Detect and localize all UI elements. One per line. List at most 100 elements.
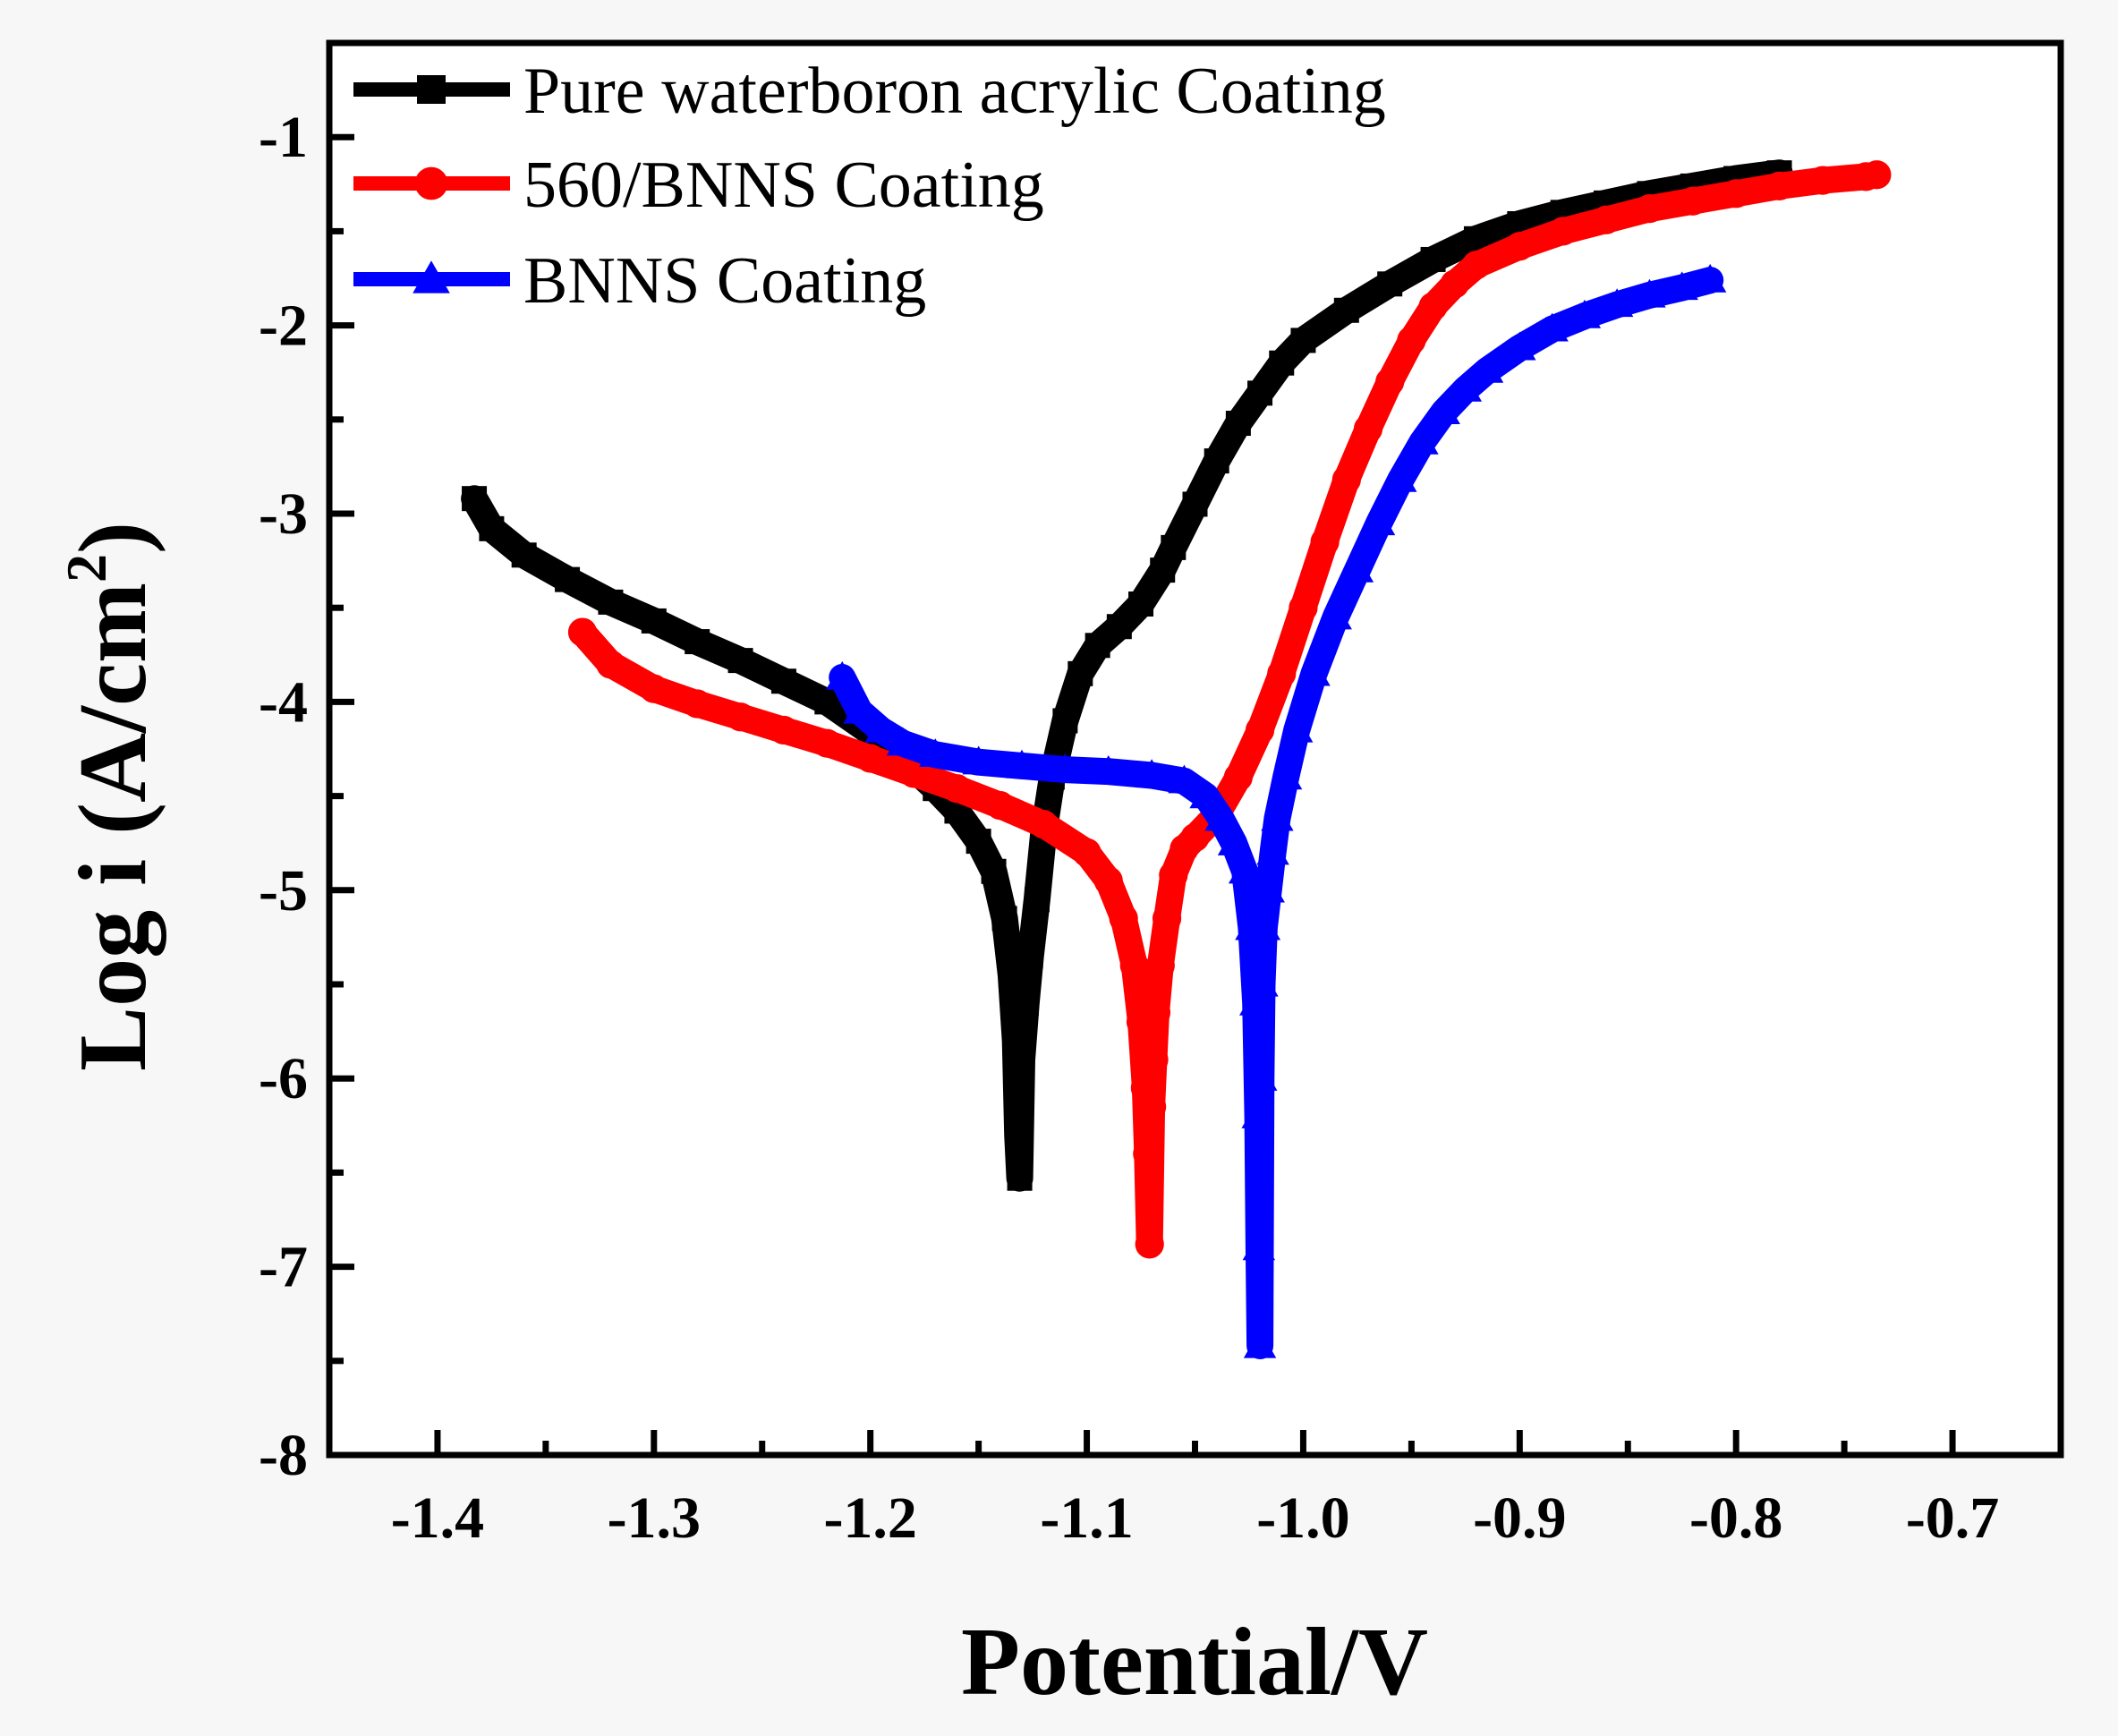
series-point — [1180, 822, 1210, 852]
series-3 — [826, 263, 1727, 1359]
y-tick-label: -2 — [259, 294, 308, 359]
series-point — [1665, 271, 1698, 301]
series-point — [1261, 802, 1294, 831]
legend-item-2: 560/BNNS Coating — [353, 149, 1044, 222]
x-tick-label: -1.4 — [391, 1485, 484, 1551]
series-point — [1503, 331, 1536, 361]
series-point — [919, 738, 952, 767]
series-point — [942, 774, 972, 804]
series-point — [1106, 614, 1132, 640]
series-point — [1159, 860, 1188, 890]
series-point — [1333, 297, 1359, 323]
series-point — [1072, 838, 1102, 867]
series-point — [1239, 986, 1272, 1016]
series-point — [1017, 943, 1043, 969]
series-point — [843, 694, 876, 724]
series-point — [1245, 715, 1275, 745]
series-point — [1225, 411, 1251, 437]
series-point — [1340, 553, 1374, 583]
x-tick-label: -0.7 — [1906, 1485, 1999, 1551]
y-axis-title-close: ) — [60, 522, 166, 554]
legend-marker — [417, 75, 446, 104]
y-axis-ticks: -8 -7 -6 -5 -4 -3 -2 -1 — [259, 105, 354, 1488]
series-point — [1290, 328, 1316, 353]
x-tick-label: -1.1 — [1040, 1485, 1133, 1551]
x-tick-label: -1.2 — [823, 1485, 916, 1551]
series-point — [511, 542, 537, 568]
series-point — [1092, 755, 1125, 784]
series-point — [1128, 591, 1154, 617]
series-point — [770, 668, 796, 694]
series-point — [1722, 179, 1751, 208]
series-point — [1377, 271, 1403, 297]
series-point — [1135, 1230, 1164, 1259]
series-point — [1085, 633, 1110, 659]
series-point — [1141, 998, 1171, 1027]
series-point — [826, 660, 859, 690]
series-point — [1280, 713, 1314, 743]
y-tick-label: -7 — [259, 1235, 308, 1300]
series-point — [1247, 911, 1281, 940]
series-point — [1204, 802, 1238, 831]
y-tick-label: -8 — [259, 1423, 308, 1488]
series-point — [812, 728, 842, 758]
series-point — [1384, 463, 1417, 492]
series-2 — [567, 160, 1892, 1259]
series-point — [726, 702, 755, 732]
series-point — [596, 650, 625, 679]
series-point — [598, 589, 624, 615]
series-point — [1252, 873, 1285, 903]
x-tick-label: -1.0 — [1256, 1485, 1349, 1551]
series-point — [1289, 593, 1318, 623]
series-point — [1242, 1231, 1276, 1261]
series-point — [1005, 1122, 1031, 1148]
series-point — [1548, 217, 1578, 246]
legend-label: 560/BNNS Coating — [523, 149, 1044, 222]
series-point — [479, 515, 505, 541]
series-layer — [461, 159, 1892, 1359]
series-point — [1005, 749, 1039, 779]
x-axis-ticks: -1.4 -1.3 -1.2 -1.1 -1.0 -0.9 -0.8 -0.7 — [326, 1430, 1999, 1551]
series-point — [1152, 904, 1182, 933]
series-point — [567, 617, 598, 647]
series-point — [1145, 950, 1175, 981]
series-point — [1217, 827, 1251, 855]
series-point — [1568, 299, 1602, 328]
x-tick-label: -0.8 — [1689, 1485, 1782, 1551]
series-point — [1204, 448, 1229, 474]
series-point — [1246, 967, 1279, 997]
series-point — [769, 715, 799, 745]
series-point — [1245, 1062, 1278, 1091]
series-point — [1009, 1047, 1034, 1073]
plot-area — [329, 43, 2061, 1455]
series-point — [1013, 991, 1039, 1017]
x-tick-label: -0.9 — [1473, 1485, 1566, 1551]
legend-marker — [413, 260, 450, 294]
series-point — [1449, 372, 1483, 402]
series-point — [1150, 557, 1176, 583]
series-point — [1461, 251, 1492, 280]
series-point — [727, 648, 753, 674]
series-point — [1397, 326, 1426, 355]
series-point — [1505, 232, 1535, 261]
series-point — [965, 829, 991, 855]
series-point — [1427, 396, 1460, 425]
series-point — [1765, 171, 1794, 201]
y-tick-label: -3 — [259, 481, 308, 547]
legend-marker — [414, 166, 448, 200]
series-point — [1182, 491, 1208, 517]
series-point — [555, 566, 581, 592]
series-point — [1109, 904, 1138, 933]
series-point — [1024, 887, 1050, 913]
series-point — [1223, 762, 1253, 792]
series-point — [641, 608, 667, 634]
legend-item-3: BNNS Coating — [353, 244, 926, 318]
series-point — [1375, 367, 1405, 396]
series-point — [683, 689, 712, 719]
series-point — [1693, 263, 1727, 293]
series-point — [1007, 1165, 1033, 1191]
series-point — [1228, 855, 1262, 884]
x-axis-title: Potential/V — [961, 1609, 1428, 1715]
series-point — [1297, 657, 1331, 686]
